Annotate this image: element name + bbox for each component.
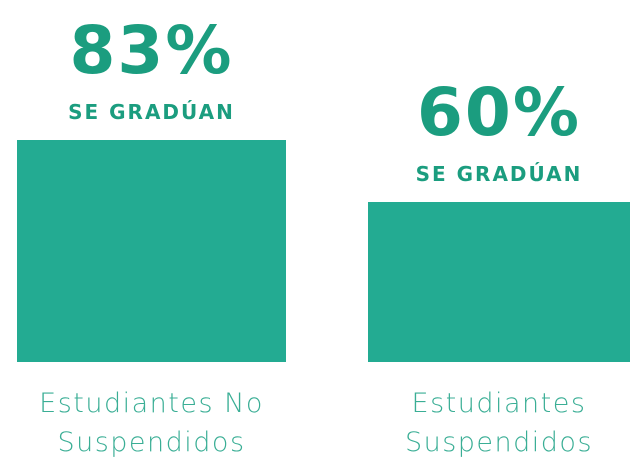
category-label: Estudiantes No Suspendidos xyxy=(39,388,264,458)
bar xyxy=(17,140,286,362)
value-label: 60% xyxy=(417,73,581,151)
annotation: SE GRADÚAN xyxy=(415,161,583,186)
value-label: 83% xyxy=(69,12,234,90)
category-label: Estudiantes Suspendidos xyxy=(404,388,594,458)
bar xyxy=(368,201,630,362)
annotation: SE GRADÚAN xyxy=(68,100,235,125)
